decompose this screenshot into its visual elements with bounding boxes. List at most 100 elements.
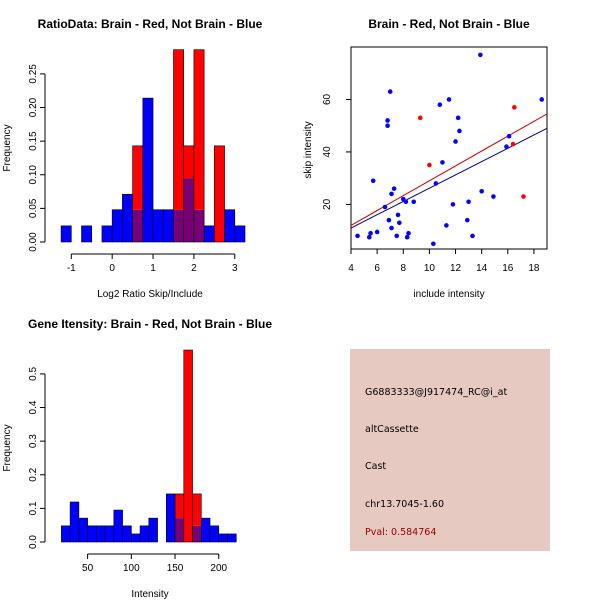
scatter-point-not-brain	[470, 233, 475, 239]
scatter-point-brain	[521, 194, 526, 199]
event-type: altCassette	[365, 424, 419, 435]
scatter-points	[355, 52, 545, 247]
scatter-point-brain	[510, 141, 516, 147]
hist-bar-brain	[175, 493, 184, 519]
scatter-point-not-brain	[368, 230, 373, 236]
x-tick-label: 0	[109, 263, 115, 274]
probe-info-panel: G6883333@J917474_RC@i_at altCassette Cas…	[350, 349, 550, 551]
hist-bar-not-brain	[148, 518, 158, 542]
y-tick-label: 0.00	[28, 232, 39, 252]
scatter-point-not-brain	[506, 133, 512, 139]
scatter-point-not-brain	[440, 160, 445, 165]
y-tick-label: 0.25	[28, 64, 39, 84]
hist-bar-not-brain	[218, 533, 228, 542]
scatter-point-not-brain	[389, 191, 394, 197]
intensity-histogram-title: Gene Itensity: Brain - Red, Not Brain - …	[28, 317, 272, 331]
gene-name: Cast	[365, 461, 387, 472]
hist-bar-overlap	[193, 209, 205, 242]
hist-bar-overlap	[132, 209, 143, 242]
x-tick-label: 16	[502, 263, 514, 274]
hist-bar-not-brain	[201, 518, 211, 542]
scatter-point-not-brain	[385, 118, 390, 123]
hist-bar-not-brain	[61, 225, 72, 242]
y-tick-label: 0.3	[28, 434, 39, 448]
hist-bar-not-brain	[87, 525, 97, 542]
hist-bar-overlap	[173, 209, 184, 242]
hist-bar-outline	[81, 225, 93, 243]
hist-bar-not-brain	[113, 510, 123, 542]
scatter-point-not-brain	[479, 188, 484, 194]
hist-bar-outline	[193, 49, 205, 243]
hist-bar-not-brain	[101, 225, 113, 242]
y-tick-label: 0.4	[28, 400, 39, 414]
scatter-point-brain	[417, 115, 423, 121]
hist-bar-overlap	[183, 178, 194, 242]
scatter-point-not-brain	[411, 199, 417, 205]
hist-bar-not-brain	[140, 525, 149, 542]
scatter-point-not-brain	[370, 178, 376, 184]
y-tick-label: 0.15	[28, 131, 39, 151]
ratio-histogram-xlabel: Log2 Ratio Skip/Include	[97, 289, 203, 300]
hist-bar-not-brain	[163, 209, 174, 242]
scatter-point-not-brain	[391, 186, 397, 191]
y-tick-label: 0.1	[28, 501, 39, 515]
scatter-point-not-brain	[491, 194, 496, 199]
scatter-point-not-brain	[394, 233, 400, 239]
scatter-point-not-brain	[406, 230, 411, 236]
scatter-point-not-brain	[437, 102, 443, 108]
fit-line-not-brain	[350, 127, 548, 229]
genomic-location: chr13.7045-1.60	[365, 499, 445, 510]
y-tick-label: 0.05	[28, 198, 39, 218]
hist-bar-brain	[193, 49, 205, 210]
scatter-point-brain	[427, 162, 432, 168]
hist-bar-not-brain	[122, 194, 133, 242]
hist-bar-not-brain	[112, 209, 123, 242]
scatter-ylabel: skip intensity	[303, 121, 314, 178]
scatter-point-not-brain	[386, 217, 392, 223]
hist-bar-brain	[214, 145, 225, 242]
ratio-histogram-axes: -1 0 1 2 3 0.00 0.05 0.10 0.15 0.20 0.25	[28, 64, 238, 274]
y-tick-label: 0.5	[28, 367, 39, 381]
hist-bar-not-brain	[105, 525, 114, 542]
scatter-point-not-brain	[478, 52, 483, 58]
x-tick-label: 3	[232, 263, 238, 274]
y-tick-label: 0.20	[28, 97, 39, 117]
x-tick-label: 18	[528, 263, 540, 274]
scatter-point-not-brain	[395, 212, 401, 218]
x-tick-label: 4	[348, 263, 354, 274]
x-tick-label: 8	[400, 263, 406, 274]
hist-bar-outline	[234, 225, 246, 243]
x-tick-label: 2	[191, 263, 197, 274]
hist-bar-brain	[183, 145, 194, 179]
scatter-point-not-brain	[455, 115, 461, 121]
intensity-histogram-bars	[61, 349, 237, 543]
hist-bar-not-brain	[122, 525, 132, 542]
scatter-point-not-brain	[444, 223, 449, 228]
scatter-point-not-brain	[397, 220, 402, 226]
hist-bar-not-brain	[142, 98, 154, 242]
scatter-title: Brain - Red, Not Brain - Blue	[368, 17, 530, 31]
hist-bar-not-brain	[96, 525, 106, 542]
x-tick-label: 10	[424, 263, 436, 274]
scatter-point-not-brain	[387, 89, 393, 94]
scatter-point-not-brain	[404, 234, 410, 240]
x-tick-label: 14	[476, 263, 488, 274]
y-tick-label: 20	[322, 198, 333, 210]
scatter-point-not-brain	[385, 123, 390, 129]
scatter-xlabel: include intensity	[413, 289, 484, 300]
x-tick-label: 12	[450, 263, 462, 274]
ratio-histogram: RatioData: Brain - Red, Not Brain - Blue…	[2, 17, 263, 300]
intensity-histogram-axes: 50 100 150 200 0.0 0.1 0.2 0.3 0.4 0.5	[28, 367, 228, 574]
y-tick-label: 0.2	[28, 467, 39, 481]
ratio-histogram-title: RatioData: Brain - Red, Not Brain - Blue	[38, 17, 263, 31]
intensity-histogram: Gene Itensity: Brain - Red, Not Brain - …	[2, 317, 272, 600]
hist-bar-not-brain	[70, 501, 79, 542]
scatter-point-not-brain	[450, 202, 456, 207]
fit-line-brain	[350, 113, 548, 226]
intensity-histogram-ylabel: Frequency	[2, 424, 13, 471]
hist-bar-not-brain	[224, 209, 235, 242]
scatter-point-not-brain	[464, 217, 470, 223]
x-tick-label: 1	[150, 263, 156, 274]
